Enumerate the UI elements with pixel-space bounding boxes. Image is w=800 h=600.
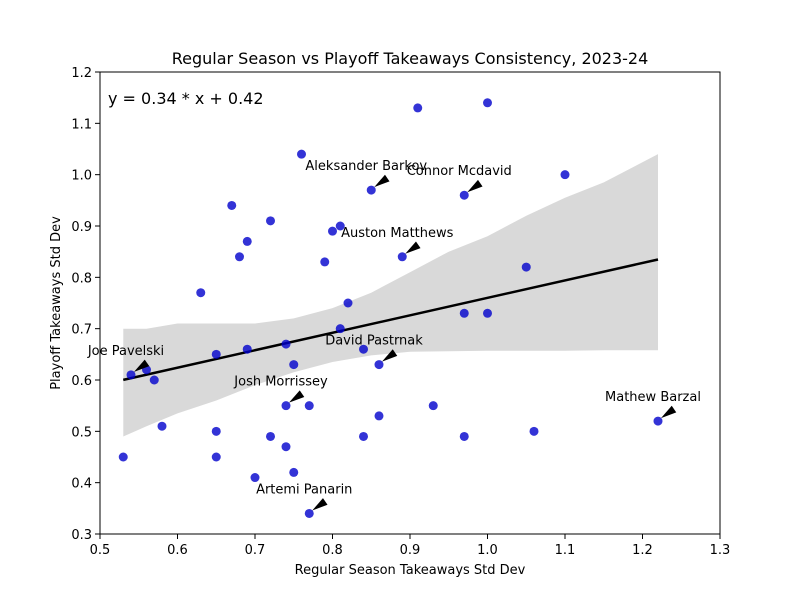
data-point: [211, 452, 221, 462]
y-tick-label: 0.7: [71, 323, 92, 338]
data-point: [266, 216, 275, 226]
data-point: [335, 324, 345, 334]
annotation-label: Josh Morrissey: [233, 375, 328, 390]
data-points-layer: [118, 98, 663, 518]
chart-title: Regular Season vs Playoff Takeaways Cons…: [172, 49, 649, 68]
data-point: [374, 411, 384, 421]
annotation-arrow: [312, 498, 328, 511]
data-point: [196, 288, 206, 298]
data-point: [289, 360, 299, 370]
data-point: [281, 442, 291, 452]
data-point: [428, 401, 438, 411]
regression-line-layer: [122, 258, 659, 382]
x-tick-label: 1.2: [632, 543, 653, 558]
data-point: [521, 262, 531, 272]
regression-line: [122, 258, 659, 382]
data-point: [366, 185, 376, 195]
data-point: [328, 226, 337, 236]
annotation-arrow: [382, 349, 398, 362]
y-tick-label: 0.9: [71, 220, 92, 235]
data-point: [242, 236, 252, 246]
y-tick-label: 0.3: [71, 528, 92, 543]
y-tick-label: 0.8: [71, 271, 92, 286]
data-point: [281, 339, 291, 349]
x-tick-label: 0.9: [400, 543, 421, 558]
data-point: [413, 103, 423, 113]
data-point: [250, 473, 260, 483]
data-point: [459, 308, 469, 318]
x-axis-label: Regular Season Takeaways Std Dev: [295, 563, 526, 578]
data-point: [343, 298, 353, 308]
annotation-label: Connor Mcdavid: [407, 164, 512, 179]
data-point: [297, 149, 306, 159]
x-tick-label: 0.7: [245, 543, 266, 558]
annotation-label: Joe Pavelski: [87, 344, 164, 359]
data-point: [281, 401, 291, 411]
data-point: [211, 426, 221, 436]
y-tick-label: 1.2: [71, 66, 92, 81]
annotation-arrow: [661, 405, 677, 419]
data-point: [304, 508, 314, 518]
data-point: [529, 426, 539, 436]
y-tick-label: 0.4: [71, 477, 92, 492]
data-point: [126, 370, 136, 380]
axes-layer: 0.5 0.6 0.7 0.8 0.9 1.0 1.1 1.2 1.3 0.3 0.4 0.5 0.6 0…: [71, 66, 730, 558]
data-point: [359, 344, 368, 354]
annotation-arrow: [374, 174, 390, 188]
annotation-label: David Pastrnak: [325, 334, 423, 349]
data-point: [459, 431, 469, 441]
data-point: [320, 257, 330, 267]
data-point: [118, 452, 128, 462]
confidence-band-layer: [123, 154, 659, 437]
x-tick-label: 1.0: [477, 543, 498, 558]
data-point: [374, 360, 384, 370]
annotation-label: Aleksander Barkov: [305, 159, 427, 174]
annotation-arrow: [405, 241, 421, 254]
y-axis-label: Playoff Takeaways Std Dev: [49, 216, 64, 390]
data-point: [335, 221, 345, 231]
data-point: [459, 190, 469, 200]
data-point: [483, 98, 492, 108]
data-point: [304, 401, 314, 411]
data-point: [289, 467, 299, 477]
data-point: [653, 416, 663, 426]
x-tick-label: 0.6: [167, 543, 188, 558]
annotation-label: Mathew Barzal: [605, 390, 701, 405]
confidence-band: [123, 154, 659, 437]
data-point: [242, 344, 252, 354]
x-tick-label: 0.5: [90, 543, 111, 558]
y-tick-label: 0.6: [71, 374, 92, 389]
regression-equation: y = 0.34 * x + 0.42: [108, 89, 264, 108]
data-point: [235, 252, 244, 262]
data-point: [149, 375, 159, 385]
y-tick-label: 1.1: [71, 117, 92, 132]
y-tick-label: 0.5: [71, 425, 92, 440]
data-point: [227, 200, 237, 210]
annotation-arrow: [467, 179, 483, 193]
data-point: [266, 431, 275, 441]
data-point: [560, 170, 570, 180]
data-point: [211, 349, 221, 359]
annotation-arrow: [134, 359, 150, 372]
data-point: [359, 431, 368, 441]
data-point: [397, 252, 407, 262]
annotation-arrow: [289, 390, 305, 403]
annotation-label: Artemi Panarin: [256, 482, 352, 497]
x-tick-label: 1.3: [710, 543, 731, 558]
x-tick-label: 1.1: [555, 543, 576, 558]
data-point: [157, 421, 167, 431]
x-tick-label: 0.8: [322, 543, 343, 558]
data-point: [483, 308, 492, 318]
annotation-label: Auston Matthews: [341, 226, 454, 241]
y-tick-label: 1.0: [71, 169, 92, 184]
